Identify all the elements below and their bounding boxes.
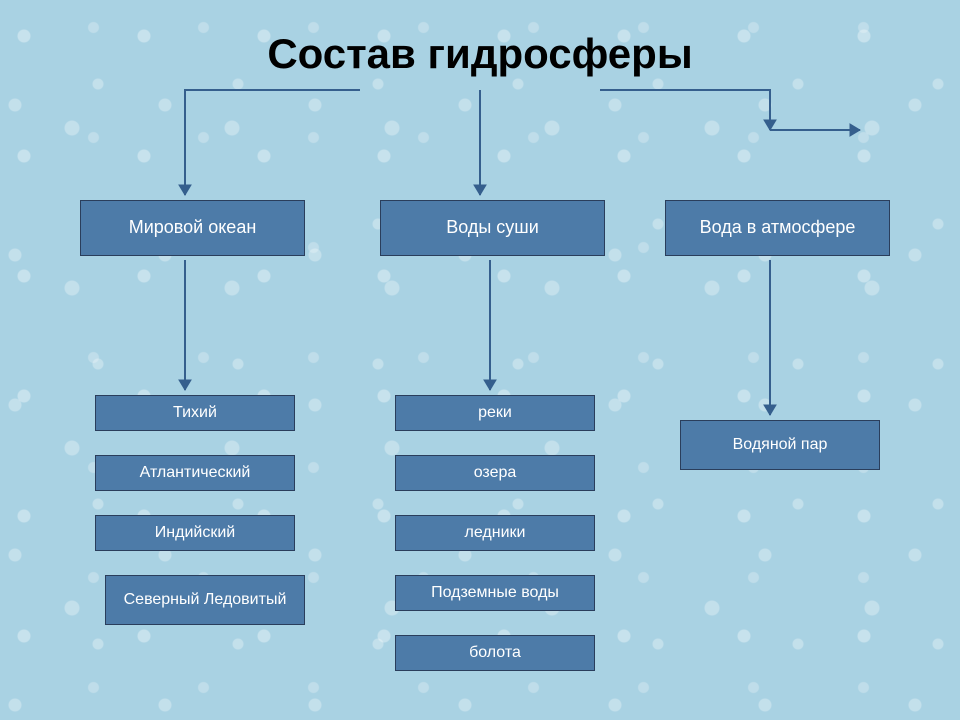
node-c2_4: Подземные воды <box>395 575 595 611</box>
node-cat2: Воды суши <box>380 200 605 256</box>
arrow-a3 <box>600 90 770 130</box>
node-c2_1: реки <box>395 395 595 431</box>
node-c1_4: Северный Ледовитый <box>105 575 305 625</box>
node-c3_1: Водяной пар <box>680 420 880 470</box>
node-cat1: Мировой океан <box>80 200 305 256</box>
node-c1_1: Тихий <box>95 395 295 431</box>
node-c2_5: болота <box>395 635 595 671</box>
node-c1_3: Индийский <box>95 515 295 551</box>
node-c1_2: Атлантический <box>95 455 295 491</box>
arrow-a1 <box>185 90 360 195</box>
node-c2_2: озера <box>395 455 595 491</box>
node-cat3: Вода в атмосфере <box>665 200 890 256</box>
node-c2_3: ледники <box>395 515 595 551</box>
diagram-canvas: Состав гидросферы Мировой океанВоды суши… <box>0 0 960 720</box>
